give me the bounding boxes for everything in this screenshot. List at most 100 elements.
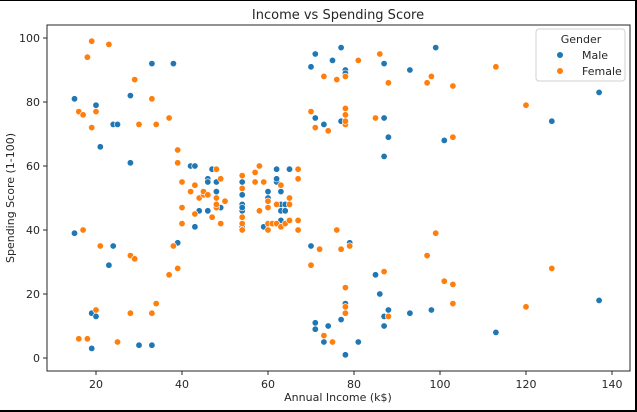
data-point-male — [341, 351, 349, 359]
data-point-female — [449, 300, 457, 308]
data-point-male — [114, 120, 122, 128]
data-point-female — [285, 194, 293, 202]
legend-title: Gender — [561, 33, 602, 46]
data-point-female — [328, 338, 336, 346]
data-point-female — [333, 226, 341, 234]
data-point-female — [88, 37, 96, 45]
data-point-male — [337, 316, 345, 324]
data-point-female — [169, 242, 177, 250]
data-point-female — [126, 309, 134, 317]
data-point-female — [79, 111, 87, 119]
y-axis-ticks: 0 20 40 60 80 100 — [19, 32, 47, 365]
y-tick-label: 40 — [26, 224, 40, 237]
data-point-female — [75, 335, 83, 343]
data-point-male — [406, 66, 414, 74]
data-point-female — [208, 213, 216, 221]
data-point-female — [165, 114, 173, 122]
data-point-female — [114, 338, 122, 346]
data-point-female — [178, 204, 186, 212]
data-point-male — [595, 296, 603, 304]
data-point-male — [71, 229, 79, 237]
data-point-female — [264, 226, 272, 234]
x-tick-label: 60 — [261, 378, 275, 391]
data-point-female — [341, 284, 349, 292]
data-point-male — [380, 114, 388, 122]
data-point-male — [492, 328, 500, 336]
data-point-female — [384, 79, 392, 87]
data-point-female — [341, 309, 349, 317]
data-point-female — [174, 146, 182, 154]
data-point-female — [294, 226, 302, 234]
data-point-female — [449, 133, 457, 141]
data-point-male — [380, 322, 388, 330]
data-point-male — [92, 312, 100, 320]
data-point-female — [423, 79, 431, 87]
data-point-male — [311, 325, 319, 333]
data-point-female — [294, 175, 302, 183]
data-point-male — [105, 261, 113, 269]
data-point-male — [238, 178, 246, 186]
data-point-male — [191, 223, 199, 231]
legend-marker-female-icon — [557, 68, 563, 74]
y-tick-label: 20 — [26, 288, 40, 301]
legend-label-female: Female — [582, 65, 622, 78]
data-point-female — [255, 207, 263, 215]
data-point-female — [311, 124, 319, 132]
data-point-male — [273, 165, 281, 173]
data-point-female — [255, 162, 263, 170]
x-tick-label: 140 — [602, 378, 623, 391]
data-point-female — [187, 188, 195, 196]
data-point-male — [328, 56, 336, 64]
data-point-female — [273, 200, 281, 208]
data-point-female — [238, 213, 246, 221]
data-point-female — [285, 216, 293, 224]
data-point-female — [131, 255, 139, 263]
data-point-female — [221, 197, 229, 205]
data-point-female — [96, 242, 104, 250]
data-point-female — [341, 117, 349, 125]
data-point-female — [174, 264, 182, 272]
data-point-female — [135, 120, 143, 128]
data-point-male — [273, 175, 281, 183]
x-tick-label: 40 — [175, 378, 189, 391]
data-point-male — [548, 117, 556, 125]
data-point-male — [320, 338, 328, 346]
data-point-female — [522, 303, 530, 311]
data-point-male — [432, 44, 440, 52]
data-point-male — [595, 88, 603, 96]
data-point-female — [324, 127, 332, 135]
x-axis-ticks: 20 40 60 80 100 120 140 — [89, 371, 623, 391]
data-point-female — [238, 226, 246, 234]
data-point-female — [316, 245, 324, 253]
data-point-male — [307, 242, 315, 250]
data-point-male — [169, 60, 177, 68]
data-point-female — [212, 165, 220, 173]
data-point-male — [337, 44, 345, 52]
data-point-male — [191, 162, 199, 170]
data-point-female — [217, 220, 225, 228]
data-point-female — [174, 159, 182, 167]
data-point-male — [354, 338, 362, 346]
data-point-female — [346, 242, 354, 250]
data-point-male — [440, 136, 448, 144]
data-point-male — [371, 271, 379, 279]
data-point-female — [152, 300, 160, 308]
data-point-female — [105, 40, 113, 48]
data-point-female — [423, 252, 431, 260]
data-point-male — [204, 207, 212, 215]
data-point-female — [337, 245, 345, 253]
data-point-female — [152, 120, 160, 128]
x-axis-label: Annual Income (k$) — [284, 391, 392, 404]
data-point-female — [212, 194, 220, 202]
data-point-male — [311, 319, 319, 327]
data-point-female — [131, 76, 139, 84]
data-point-female — [341, 303, 349, 311]
data-point-female — [212, 200, 220, 208]
data-points — [71, 37, 603, 359]
data-point-female — [376, 50, 384, 58]
data-point-male — [427, 306, 435, 314]
data-point-male — [281, 207, 289, 215]
data-point-female — [191, 181, 199, 189]
data-point-male — [238, 204, 246, 212]
